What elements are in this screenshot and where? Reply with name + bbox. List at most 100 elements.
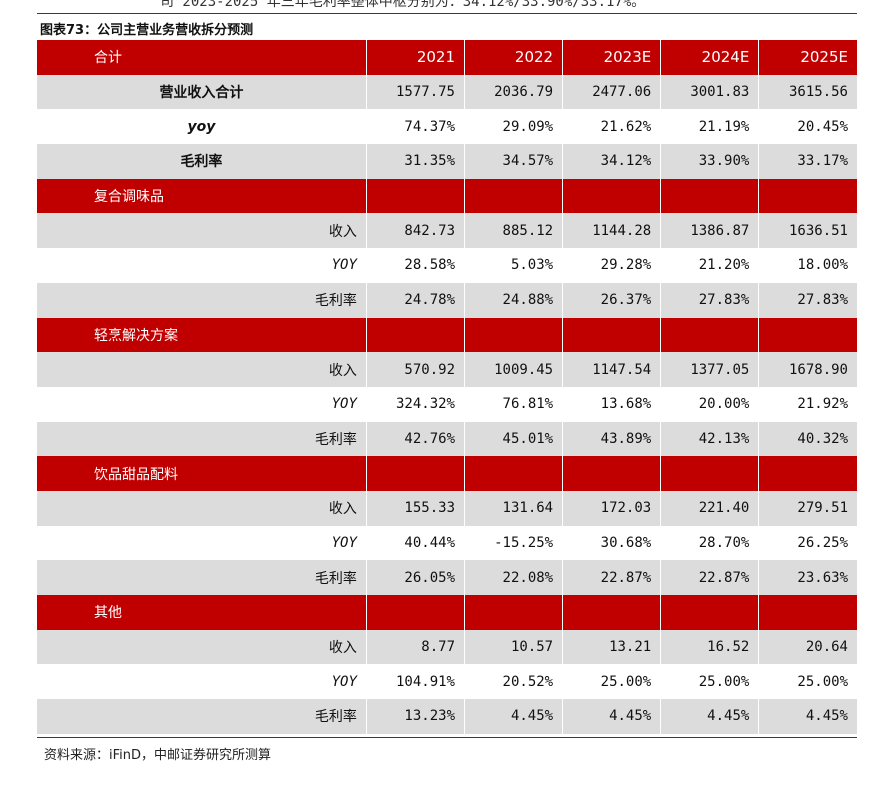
table-row: 收入 570.92 1009.45 1147.54 1377.05 1678.90: [37, 352, 857, 387]
table-row: yoy 74.37% 29.09% 21.62% 21.19% 20.45%: [37, 109, 857, 145]
segment-header-cell: [562, 178, 661, 214]
table-row: 收入 155.33 131.64 172.03 221.40 279.51: [37, 490, 857, 526]
value-cell: 155.33: [365, 490, 465, 526]
value-cell: 24.78%: [365, 282, 465, 318]
year-header: 2024E: [660, 40, 759, 75]
source-note: 资料来源：iFinD，中邮证券研究所测算: [44, 748, 272, 763]
value-cell: 4.45%: [660, 699, 759, 734]
value-cell: 26.05%: [365, 560, 465, 595]
row-label: 毛利率: [37, 282, 367, 318]
value-cell: 76.81%: [463, 386, 563, 422]
table-row: YOY 104.91% 20.52% 25.00% 25.00% 25.00%: [37, 664, 857, 700]
value-cell: 25.00%: [660, 664, 759, 700]
segment-header-cell: [660, 595, 759, 630]
row-label: 毛利率: [37, 560, 367, 595]
value-cell: 1377.05: [660, 352, 759, 387]
value-cell: 13.21: [562, 629, 661, 665]
value-cell: 22.08%: [463, 560, 563, 595]
year-header: 2022: [463, 40, 563, 75]
value-cell: 33.90%: [660, 144, 759, 179]
value-cell: 20.64: [758, 629, 857, 665]
value-cell: 1636.51: [758, 213, 857, 249]
value-cell: 842.73: [365, 213, 465, 249]
segment-header-cell: [758, 178, 857, 214]
segment-header-row: 轻烹解决方案: [37, 317, 857, 353]
value-cell: 20.52%: [463, 664, 563, 700]
value-cell: 4.45%: [463, 699, 563, 734]
row-label: yoy: [187, 118, 216, 135]
row-label: 毛利率: [37, 421, 367, 457]
segment-header-cell: [463, 178, 563, 214]
value-cell: 28.58%: [365, 248, 465, 283]
value-cell: 23.63%: [758, 560, 857, 595]
value-cell: 4.45%: [758, 699, 857, 734]
segment-header-cell: [463, 456, 563, 491]
value-cell: 33.17%: [758, 144, 857, 179]
value-cell: 104.91%: [365, 664, 465, 700]
value-cell: 40.44%: [365, 525, 465, 561]
value-cell: 20.45%: [758, 109, 857, 145]
row-label: YOY: [331, 534, 357, 551]
row-label: YOY: [331, 673, 357, 690]
value-cell: 172.03: [562, 490, 661, 526]
value-cell: 28.70%: [660, 525, 759, 561]
segment-header-cell: [365, 595, 465, 630]
value-cell: 1577.75: [365, 74, 465, 110]
segment-header-cell: [758, 317, 857, 353]
value-cell: 21.20%: [660, 248, 759, 283]
value-cell: 24.88%: [463, 282, 563, 318]
table-row: 营业收入合计 1577.75 2036.79 2477.06 3001.83 3615.5…: [37, 74, 857, 110]
value-cell: 16.52: [660, 629, 759, 665]
value-cell: 3001.83: [660, 74, 759, 110]
table-caption: 图表73：公司主营业务营收拆分预测: [40, 23, 254, 38]
value-cell: 1678.90: [758, 352, 857, 387]
table-row: 收入 8.77 10.57 13.21 16.52 20.64: [37, 629, 857, 665]
value-cell: 43.89%: [562, 421, 661, 457]
segment-header-cell: [758, 456, 857, 491]
previous-paragraph-text: 司 2023-2025 年三年毛利率整体中枢分别为：34.12%/33.90%/…: [160, 0, 646, 10]
table-row: 收入 842.73 885.12 1144.28 1386.87 1636.51: [37, 213, 857, 249]
segment-header-cell: [660, 317, 759, 353]
segment-name: 轻烹解决方案: [37, 317, 367, 353]
value-cell: 5.03%: [463, 248, 563, 283]
value-cell: 324.32%: [365, 386, 465, 422]
value-cell: 31.35%: [365, 144, 465, 179]
segment-header-cell: [365, 317, 465, 353]
value-cell: 21.92%: [758, 386, 857, 422]
segment-header-cell: [562, 317, 661, 353]
value-cell: 25.00%: [758, 664, 857, 700]
value-cell: -15.25%: [463, 525, 563, 561]
segment-header-row: 复合调味品: [37, 178, 857, 214]
table-row: 毛利率 31.35% 34.57% 34.12% 33.90% 33.17%: [37, 144, 857, 179]
value-cell: 4.45%: [562, 699, 661, 734]
value-cell: 25.00%: [562, 664, 661, 700]
segment-header-cell: [660, 456, 759, 491]
table-body: 合计 2021 2022 2023E 2024E 2025E 营业收入合计 157…: [37, 40, 857, 734]
year-header: 2025E: [758, 40, 857, 75]
row-label: 收入: [37, 213, 367, 249]
value-cell: 45.01%: [463, 421, 563, 457]
caption-top-rule: [37, 13, 857, 14]
value-cell: 42.76%: [365, 421, 465, 457]
segment-header-row: 饮品甜品配料: [37, 456, 857, 491]
segment-header-cell: [463, 595, 563, 630]
value-cell: 27.83%: [758, 282, 857, 318]
header-row: 合计 2021 2022 2023E 2024E 2025E: [37, 40, 857, 75]
value-cell: 1144.28: [562, 213, 661, 249]
value-cell: 13.68%: [562, 386, 661, 422]
value-cell: 2477.06: [562, 74, 661, 110]
value-cell: 22.87%: [562, 560, 661, 595]
value-cell: 131.64: [463, 490, 563, 526]
value-cell: 885.12: [463, 213, 563, 249]
value-cell: 21.62%: [562, 109, 661, 145]
table-row: 毛利率 26.05% 22.08% 22.87% 22.87% 23.63%: [37, 560, 857, 595]
value-cell: 30.68%: [562, 525, 661, 561]
row-label: YOY: [331, 257, 357, 274]
row-label: 毛利率: [37, 699, 367, 734]
value-cell: 29.28%: [562, 248, 661, 283]
value-cell: 40.32%: [758, 421, 857, 457]
row-label: 营业收入合计: [37, 74, 367, 110]
segment-header-cell: [365, 456, 465, 491]
table-row: 毛利率 42.76% 45.01% 43.89% 42.13% 40.32%: [37, 421, 857, 457]
value-cell: 20.00%: [660, 386, 759, 422]
